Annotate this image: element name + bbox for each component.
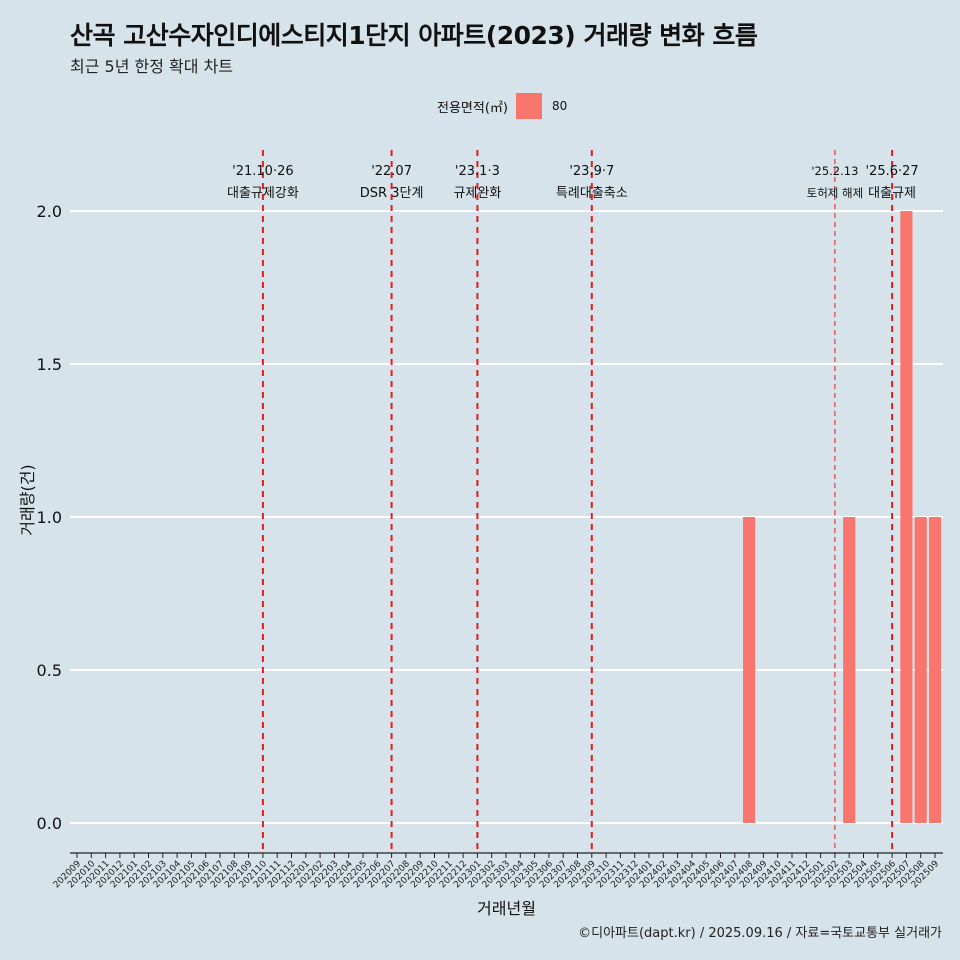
y-tick-label: 0.5: [37, 661, 62, 680]
event-name-label: 토허제 해제: [807, 186, 864, 200]
event-date-label: '23.1·3: [455, 164, 500, 179]
bar: [743, 517, 756, 823]
source-footer: ©디아파트(dapt.kr) / 2025.09.16 / 자료=국토교통부 실…: [578, 926, 942, 941]
event-date-label: '23.9·7: [569, 164, 614, 179]
event-name-label: 대출규제강화: [227, 186, 299, 201]
y-tick-label: 1.5: [37, 355, 62, 374]
event-date-label: '25.6·27: [865, 164, 918, 179]
y-tick-label: 1.0: [37, 508, 62, 527]
y-tick-label: 0.0: [37, 814, 62, 833]
x-axis-title: 거래년월: [477, 899, 536, 918]
event-name-label: 대출규제: [868, 186, 916, 201]
bar: [914, 517, 927, 823]
bar: [900, 211, 913, 823]
chart-title: 산곡 고산수자인디에스티지1단지 아파트(2023) 거래량 변화 흐름: [70, 21, 758, 50]
legend-title: 전용면적(㎡): [437, 100, 508, 116]
event-date-label: '25.2.13: [811, 164, 858, 178]
legend: 전용면적(㎡) 80: [437, 93, 567, 119]
event-name-label: 규제완화: [453, 186, 501, 201]
y-axis-title: 거래량(건): [18, 464, 37, 535]
legend-entry-label: 80: [551, 99, 568, 113]
event-name-label: 특례대출축소: [556, 186, 628, 201]
event-date-label: '21.10·26: [232, 164, 293, 179]
event-name-label: DSR 3단계: [360, 186, 424, 201]
event-date-label: '22.07: [371, 164, 412, 179]
bar: [843, 517, 856, 823]
legend-swatch: [515, 93, 542, 119]
chart-subtitle: 최근 5년 한정 확대 차트: [70, 57, 234, 76]
y-tick-label: 2.0: [37, 202, 62, 221]
bar: [928, 517, 942, 823]
